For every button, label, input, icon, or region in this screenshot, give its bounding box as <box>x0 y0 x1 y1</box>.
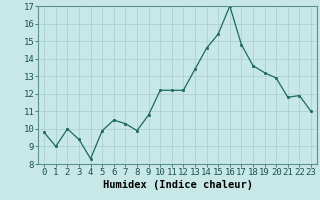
X-axis label: Humidex (Indice chaleur): Humidex (Indice chaleur) <box>103 180 252 190</box>
